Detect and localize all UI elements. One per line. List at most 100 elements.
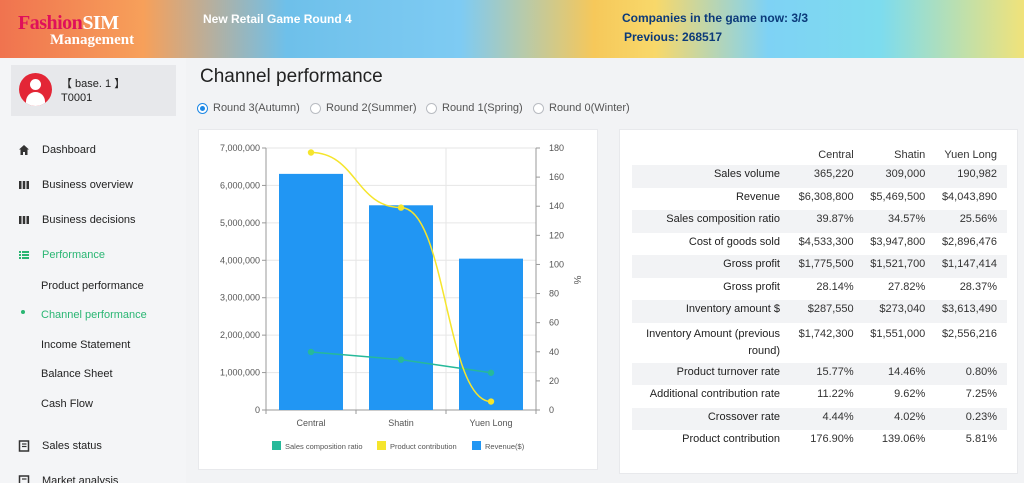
- book-icon: [18, 475, 30, 483]
- table-header-blank: [632, 144, 792, 165]
- legend-label: Sales composition ratio: [285, 442, 363, 451]
- user-card[interactable]: 【 base. 1 】 T0001: [11, 65, 176, 116]
- row-value: 34.57%: [863, 210, 936, 233]
- row-value: $2,556,216: [941, 327, 997, 340]
- row-value: 7.25%: [965, 388, 997, 400]
- sidebar-item-sales-status[interactable]: Sales status: [0, 434, 186, 458]
- row-value: 27.82%: [888, 280, 926, 293]
- app-header: FashionSIM Management New Retail Game Ro…: [0, 0, 1024, 58]
- radio-circle: [426, 103, 437, 114]
- y-right-tick-label: 80: [549, 289, 559, 299]
- series-point-product-contribution: [397, 204, 405, 211]
- row-value: $3,613,490: [935, 300, 1007, 323]
- y-right-tick-label: 40: [549, 347, 559, 357]
- table-row: Sales volume 365,220 309,000 190,982: [632, 165, 1007, 188]
- table-row: Product contribution 176.90% 139.06% 5.81%: [632, 430, 1007, 453]
- app-logo[interactable]: FashionSIM Management: [12, 10, 142, 50]
- table-row: Gross profit 28.14% 27.82% 28.37%: [632, 278, 1007, 301]
- channel-table: Central Shatin Yuen Long Sales volume 365…: [632, 144, 1007, 453]
- row-value: $1,521,700: [863, 255, 936, 278]
- row-value: 4.02%: [863, 407, 936, 430]
- y-left-tick-label: 2,000,000: [220, 330, 260, 340]
- sidebar-item-business-decisions[interactable]: Business decisions: [0, 208, 186, 232]
- row-value: $287,550: [792, 300, 864, 323]
- companies-count: Companies in the game now: 3/3: [622, 11, 809, 25]
- y-right-tick-label: 120: [549, 230, 564, 240]
- logo-fashion: Fashion: [18, 12, 83, 34]
- sidebar-subitem-product-performance[interactable]: Product performance: [41, 280, 144, 292]
- y-right-tick-label: 180: [549, 143, 564, 153]
- series-point-sales-composition-ratio: [487, 369, 495, 376]
- row-value: 25.56%: [935, 210, 1007, 233]
- table-row: Additional contribution rate 11.22% 9.62% 7…: [632, 385, 1007, 408]
- legend-label: Revenue($): [485, 442, 525, 451]
- y-left-tick-label: 4,000,000: [220, 255, 260, 265]
- sidebar-item-performance[interactable]: Performance: [0, 243, 186, 267]
- table-row: Product turnover rate 15.77% 14.46% 0.80%: [632, 362, 1007, 385]
- row-value: 176.90%: [810, 433, 854, 445]
- x-tick-label: Yuen Long: [469, 418, 512, 428]
- table-card: Central Shatin Yuen Long Sales volume 365…: [619, 129, 1018, 474]
- row-value: 309,000: [863, 165, 936, 188]
- row-label: Product turnover rate: [632, 362, 792, 385]
- series-point-sales-composition-ratio: [307, 348, 315, 356]
- row-label: Cost of goods sold: [688, 235, 780, 248]
- row-value: $1,742,300: [798, 327, 854, 340]
- row-value: 11.22%: [817, 388, 854, 400]
- row-value: $4,533,300: [798, 235, 854, 248]
- y-right-tick-label: 160: [549, 172, 564, 182]
- sidebar-item-label: Dashboard: [42, 144, 96, 156]
- radio-label: Round 3(Autumn): [213, 102, 300, 114]
- sidebar-subitem-balance-sheet[interactable]: Balance Sheet: [41, 368, 113, 380]
- y-left-tick-label: 1,000,000: [220, 368, 260, 378]
- table-header-row: Central Shatin Yuen Long: [632, 144, 1007, 165]
- sidebar-item-market-analysis[interactable]: Market analysis: [0, 469, 186, 483]
- x-tick-label: Central: [296, 418, 325, 428]
- bar-central: [279, 173, 343, 410]
- row-value: 5.81%: [965, 433, 997, 445]
- sidebar-subitem-channel-performance[interactable]: Channel performance: [41, 309, 147, 321]
- radio-circle: [310, 103, 321, 114]
- logo-sim: SIM: [82, 12, 119, 34]
- sidebar-item-label: Business decisions: [42, 214, 136, 226]
- radio-label: Round 1(Spring): [442, 102, 523, 114]
- table-row: Inventory Amount (previous round) $1,742,…: [632, 323, 1007, 363]
- row-label: Inventory amount $: [632, 300, 792, 323]
- y-right-tick-label: 60: [549, 318, 559, 328]
- sidebar-item-label: Sales status: [42, 440, 102, 452]
- sidebar: 【 base. 1 】 T0001 Dashboard Business ove…: [0, 58, 186, 483]
- sidebar-subitem-income-statement[interactable]: Income Statement: [41, 339, 131, 351]
- sidebar-item-dashboard[interactable]: Dashboard: [0, 138, 186, 162]
- y-left-tick-label: 0: [255, 405, 260, 415]
- sidebar-item-label: Business overview: [42, 179, 134, 191]
- series-point-sales-composition-ratio: [397, 356, 405, 363]
- row-value: 0.23%: [935, 407, 1007, 430]
- y-right-tick-label: 140: [549, 201, 564, 211]
- home-icon: [19, 145, 29, 155]
- table-row: Revenue $6,308,800 $5,469,500 $4,043,890: [632, 188, 1007, 211]
- y-right-axis-label: %: [571, 276, 582, 285]
- user-id: T0001: [61, 92, 93, 104]
- table-header-central: Central: [818, 148, 854, 161]
- sidebar-item-business-overview[interactable]: Business overview: [0, 173, 186, 197]
- row-label: Gross profit: [632, 255, 792, 278]
- user-avatar-icon: [19, 73, 52, 106]
- sidebar-item-label: Market analysis: [42, 475, 119, 483]
- page-title: Channel performance: [200, 66, 383, 87]
- x-tick-label: Shatin: [388, 418, 414, 428]
- sidebar-subitem-cash-flow[interactable]: Cash Flow: [41, 398, 93, 410]
- chart-card: 0 1,000,000 2,000,000 3,000,000 4,000,000 5,0…: [198, 129, 598, 470]
- active-dot: [21, 310, 25, 314]
- game-title: New Retail Game Round 4: [203, 12, 352, 26]
- table-row: Crossover rate 4.44% 4.02% 0.23%: [632, 407, 1007, 430]
- row-value: 139.06%: [881, 433, 926, 445]
- row-value: 15.77%: [792, 362, 864, 385]
- channel-chart: 0 1,000,000 2,000,000 3,000,000 4,000,000 5,0…: [220, 143, 582, 451]
- row-value: $1,147,414: [935, 255, 1007, 278]
- radio-label: Round 2(Summer): [326, 102, 417, 114]
- sidebar-item-label: Performance: [42, 249, 105, 261]
- legend-label: Product contribution: [390, 442, 457, 451]
- series-point-product-contribution: [307, 149, 315, 156]
- row-value: 365,220: [792, 165, 864, 188]
- y-right-tick-label: 20: [549, 376, 559, 386]
